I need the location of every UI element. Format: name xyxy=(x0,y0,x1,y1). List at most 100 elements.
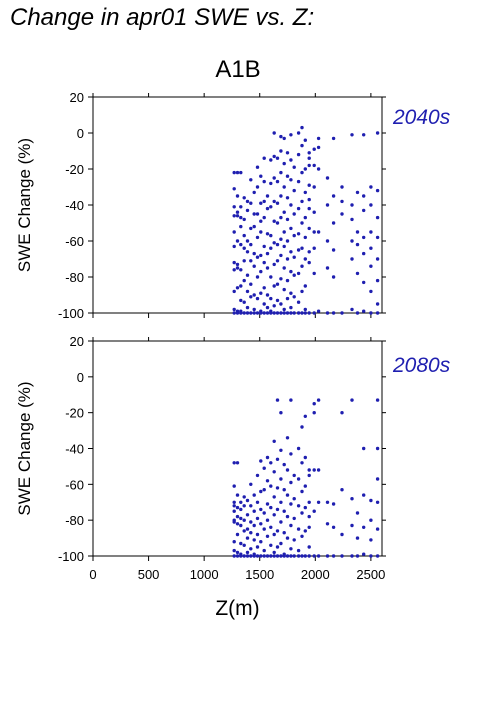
data-point xyxy=(275,282,280,286)
data-point xyxy=(249,201,253,205)
data-point xyxy=(303,257,307,261)
data-point xyxy=(272,284,276,288)
data-point xyxy=(252,509,256,513)
data-point xyxy=(296,232,301,236)
data-point xyxy=(265,266,270,270)
data-point xyxy=(303,215,307,220)
data-point xyxy=(369,203,373,207)
data-point xyxy=(232,244,236,249)
data-point xyxy=(249,259,253,263)
data-point xyxy=(269,158,273,162)
data-point xyxy=(249,282,253,286)
data-point xyxy=(362,552,366,556)
data-point xyxy=(296,271,301,276)
data-point xyxy=(275,298,280,303)
data-point xyxy=(245,536,250,540)
data-point xyxy=(265,194,270,198)
data-point xyxy=(239,311,243,315)
data-point xyxy=(232,484,236,488)
data-point xyxy=(307,525,311,529)
data-point xyxy=(289,158,293,162)
data-point xyxy=(282,554,286,558)
data-point xyxy=(312,246,316,250)
data-point xyxy=(340,554,344,558)
data-point xyxy=(300,311,304,315)
data-point xyxy=(325,311,330,315)
data-point xyxy=(300,246,304,250)
y-tick-label: 0 xyxy=(77,126,84,141)
data-point xyxy=(239,554,243,558)
data-point xyxy=(275,486,280,490)
data-point xyxy=(292,273,296,277)
data-point xyxy=(362,194,366,198)
data-point xyxy=(275,554,280,558)
data-point xyxy=(375,446,380,451)
data-point xyxy=(282,161,286,166)
data-point xyxy=(350,398,354,402)
data-point xyxy=(275,179,280,184)
data-point xyxy=(362,208,366,213)
data-point xyxy=(375,311,380,315)
data-point xyxy=(272,513,276,517)
data-point xyxy=(265,305,270,310)
data-point xyxy=(255,275,260,279)
data-point xyxy=(331,502,336,506)
data-point xyxy=(262,554,266,558)
data-point xyxy=(249,311,253,315)
data-point xyxy=(369,264,373,268)
data-point xyxy=(316,136,321,141)
data-point xyxy=(289,133,293,137)
data-point xyxy=(285,239,290,243)
data-point xyxy=(232,554,236,558)
data-point xyxy=(375,131,380,135)
data-point xyxy=(259,522,263,526)
data-point xyxy=(239,284,243,288)
data-point xyxy=(239,268,243,272)
data-point xyxy=(279,500,283,504)
data-point xyxy=(285,514,290,519)
data-point xyxy=(272,304,276,308)
data-point xyxy=(300,125,304,130)
data-point xyxy=(285,174,290,178)
data-point xyxy=(252,251,256,256)
data-point xyxy=(232,311,236,315)
data-point xyxy=(296,446,301,451)
data-point xyxy=(316,230,321,234)
data-point xyxy=(259,489,263,494)
data-point xyxy=(375,500,380,504)
data-point xyxy=(262,511,266,515)
data-point xyxy=(340,311,344,315)
data-point xyxy=(362,493,366,497)
data-point xyxy=(249,554,253,558)
data-point xyxy=(252,311,256,315)
data-point xyxy=(362,251,366,256)
data-point xyxy=(239,500,243,504)
data-point xyxy=(303,529,307,533)
data-points xyxy=(232,125,380,315)
data-point xyxy=(296,504,301,508)
data-point xyxy=(375,477,380,481)
data-point xyxy=(235,514,240,519)
data-point xyxy=(242,554,246,558)
data-point xyxy=(340,199,344,204)
data-point xyxy=(312,468,316,472)
data-point xyxy=(292,233,296,238)
data-point xyxy=(269,461,273,465)
plot-panel-2040s: 20 0 -20 -40 -60 -80 -100 SWE Change (%) xyxy=(15,90,386,321)
data-point xyxy=(242,518,246,522)
data-point xyxy=(375,278,380,283)
data-point xyxy=(289,250,293,254)
data-point xyxy=(255,532,260,537)
data-point xyxy=(262,199,266,204)
data-point xyxy=(362,235,366,240)
data-point xyxy=(282,136,286,141)
data-point xyxy=(375,188,380,193)
data-point xyxy=(296,300,301,304)
data-point xyxy=(369,289,373,294)
data-point xyxy=(272,532,276,537)
data-point xyxy=(269,484,273,488)
data-point xyxy=(269,233,273,238)
data-point xyxy=(282,244,286,249)
data-point xyxy=(242,529,246,533)
